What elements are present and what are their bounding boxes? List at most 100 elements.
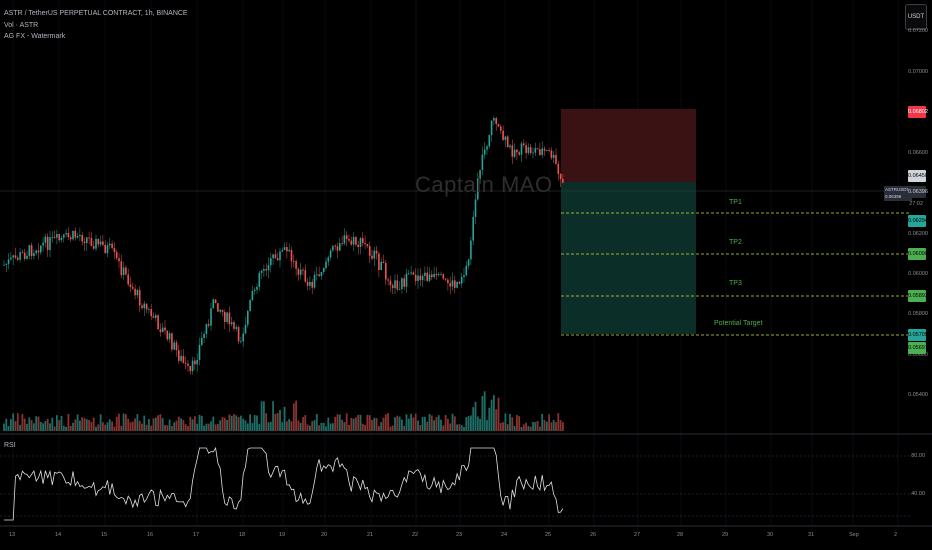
volume-bar: [90, 421, 93, 431]
volume-bar: [444, 415, 447, 431]
tp2-label: TP2: [729, 239, 742, 246]
volume-bar: [276, 412, 279, 431]
candle-body: [516, 149, 518, 153]
volume-bar: [244, 420, 247, 431]
tp3-label: TP3: [729, 280, 742, 287]
volume-bar: [311, 421, 314, 431]
candle-body: [249, 299, 251, 311]
chart-title[interactable]: ASTR / TetherUS PERPETUAL CONTRACT, 1h, …: [4, 10, 188, 17]
candle-body: [10, 257, 12, 260]
time-tick: 26: [590, 532, 597, 538]
volume-bar: [191, 419, 194, 431]
candle-body: [251, 291, 254, 300]
candle-body: [148, 309, 150, 310]
candle-body: [426, 272, 428, 281]
candle-body: [194, 360, 196, 365]
volume-bar: [325, 426, 327, 431]
candle-body: [49, 237, 51, 250]
candle-body: [543, 148, 546, 151]
candle-body: [375, 250, 378, 254]
volume-bar: [279, 409, 281, 431]
candle-body: [366, 244, 369, 247]
candle-body: [306, 281, 309, 286]
candle-body: [237, 327, 240, 342]
rsi-title[interactable]: RSI: [4, 442, 16, 449]
volume-bar: [384, 414, 387, 431]
volume-bar: [375, 418, 378, 431]
watermark-text: Captain MAO: [415, 172, 553, 197]
volume-bar: [518, 416, 521, 431]
watermark-indicator-label[interactable]: AG FX - Watermark: [4, 33, 66, 40]
volume-bar: [318, 425, 320, 431]
time-tick: 18: [239, 532, 246, 538]
candle-body: [391, 285, 394, 289]
volume-bar: [182, 420, 185, 431]
volume-bar: [488, 407, 491, 431]
volume-bar: [398, 416, 401, 431]
volume-bar: [403, 425, 406, 431]
volume-bar: [223, 417, 226, 431]
candle-body: [207, 324, 210, 326]
volume-bar: [180, 418, 182, 431]
volume-bar: [299, 422, 302, 431]
candle-body: [164, 327, 166, 331]
tp1-price-label: 0.06294: [908, 215, 928, 227]
candle-body: [150, 309, 152, 317]
time-tick: 14: [55, 532, 62, 538]
candle-body: [380, 261, 382, 271]
volume-bar: [541, 413, 544, 431]
volume-bar: [286, 421, 288, 431]
volume-bar: [511, 417, 514, 431]
volume-bar: [207, 423, 210, 431]
volume-bar: [141, 423, 143, 431]
volume-bar: [396, 415, 399, 431]
candle-body: [493, 118, 495, 121]
volume-bar: [198, 414, 201, 431]
candle-body: [311, 281, 313, 288]
candle-body: [447, 279, 449, 284]
volume-indicator-label[interactable]: Vol · ASTR: [4, 22, 39, 29]
volume-bar: [525, 422, 527, 431]
candle-body: [304, 270, 307, 282]
volume-bar: [145, 424, 148, 431]
volume-bar: [127, 418, 130, 431]
candle-body: [359, 238, 362, 247]
volume-bar: [458, 424, 461, 431]
volume-bar: [175, 420, 178, 431]
candle-body: [90, 238, 93, 247]
volume-bar: [327, 417, 330, 431]
candle-body: [440, 274, 442, 276]
candle-body: [327, 257, 330, 262]
candle-body: [145, 303, 148, 310]
volume-bar: [306, 424, 309, 431]
volume-bar: [329, 423, 332, 431]
candle-body: [161, 327, 164, 333]
volume-bar: [302, 417, 304, 431]
volume-bar: [217, 423, 219, 431]
volume-bar: [161, 418, 164, 431]
candle-body: [201, 337, 203, 345]
candle-body: [355, 236, 357, 245]
volume-bar: [67, 413, 70, 431]
candle-body: [214, 299, 217, 304]
entry-price-label: 0.06450: [908, 170, 928, 182]
candle-body: [362, 238, 364, 243]
volume-bar: [44, 420, 47, 431]
candle-body: [467, 259, 470, 266]
candle-body: [297, 268, 300, 275]
candle-body: [175, 342, 178, 351]
candle-body: [120, 261, 123, 276]
volume-bar: [412, 417, 415, 431]
volume-bar: [474, 401, 477, 431]
candle-body: [290, 250, 293, 262]
candle-body: [449, 283, 451, 287]
volume-bar: [391, 425, 394, 431]
candle-body: [339, 243, 341, 251]
candle-body: [546, 150, 548, 151]
currency-button[interactable]: USDT: [905, 4, 927, 30]
volume-bar: [470, 415, 472, 431]
volume-bar: [58, 420, 61, 431]
candle-body: [21, 252, 24, 254]
candle-body: [127, 274, 129, 285]
